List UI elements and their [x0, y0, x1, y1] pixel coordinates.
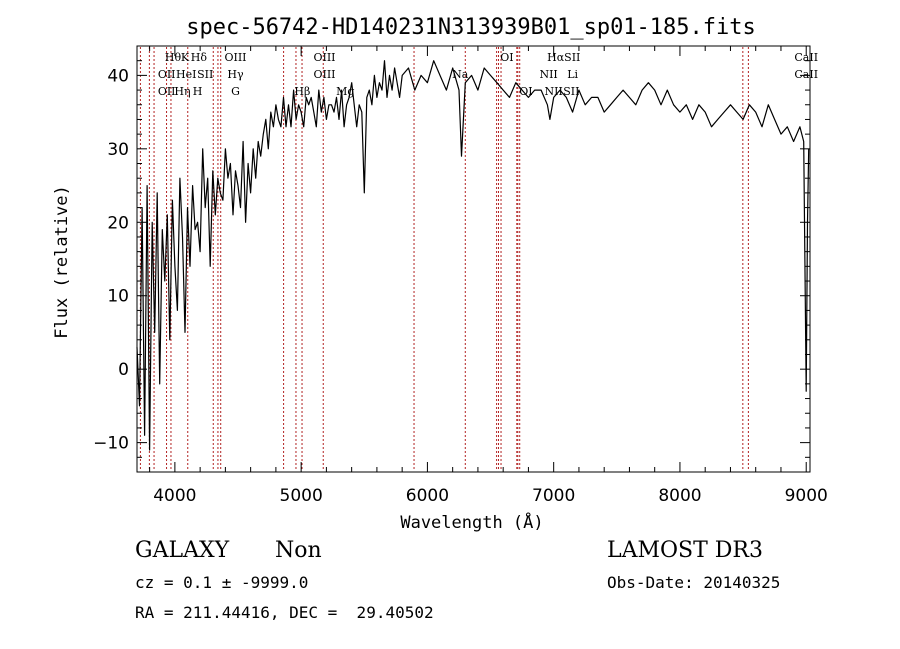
line-label: OIII: [313, 68, 335, 81]
line-label: Li: [567, 68, 578, 81]
line-label: NII: [539, 68, 557, 81]
chart-title: spec-56742-HD140231N313939B01_sp01-185.f…: [186, 15, 756, 40]
coordinates-text: RA = 211.44416, DEC = 29.40502: [135, 603, 434, 622]
x-tick-label: 7000: [532, 486, 575, 506]
spectrum-line: [136, 60, 810, 451]
line-label: NII: [545, 85, 563, 98]
line-label: K: [181, 51, 190, 64]
x-axis-ticks: 4000 5000 6000 7000 8000 9000: [149, 46, 828, 506]
survey-name: LAMOST DR3: [607, 538, 763, 563]
x-tick-label: 9000: [785, 486, 828, 506]
y-axis-ticks: −10 0 10 20 30 40: [93, 45, 810, 458]
line-label: HαSII: [547, 51, 580, 64]
y-tick-label: 30: [107, 140, 129, 160]
line-label: OI: [519, 85, 532, 98]
line-label: OII: [158, 68, 176, 81]
line-label: CaII: [794, 68, 818, 81]
y-tick-label: 20: [107, 213, 129, 233]
line-label: Hδ: [191, 51, 208, 64]
line-label: Hη: [174, 85, 190, 98]
y-tick-label: 0: [118, 360, 129, 380]
line-label: Hβ: [294, 85, 310, 98]
line-label: G: [231, 85, 240, 98]
y-axis-label: Flux (relative): [52, 185, 72, 339]
y-tick-label: −10: [93, 434, 129, 454]
y-tick-label: 40: [107, 66, 129, 86]
line-label: OI: [500, 51, 513, 64]
x-tick-label: 5000: [280, 486, 323, 506]
line-label: Na: [452, 68, 469, 81]
obs-date: Obs-Date: 20140325: [607, 573, 781, 592]
line-label: SII: [563, 85, 579, 98]
line-label: CaII: [794, 51, 818, 64]
plot-frame: [136, 45, 811, 473]
x-tick-label: 8000: [658, 486, 701, 506]
y-tick-label: 10: [107, 287, 129, 307]
x-axis-label: Wavelength (Å): [400, 511, 543, 533]
redshift-text: cz = 0.1 ± -9999.0: [135, 573, 309, 592]
line-label: SII: [197, 68, 213, 81]
line-label: OII: [158, 85, 176, 98]
object-subclass: Non: [275, 538, 322, 563]
x-tick-label: 6000: [406, 486, 449, 506]
line-label: Hγ: [227, 68, 244, 81]
object-class: GALAXY: [135, 538, 230, 563]
line-label: OIII: [313, 51, 335, 64]
line-label: HeI: [176, 68, 196, 81]
line-label: OIII: [224, 51, 246, 64]
x-tick-label: 4000: [153, 486, 196, 506]
line-label: H: [193, 85, 203, 98]
emission-line-markers: [139, 47, 749, 471]
line-label: Hθ: [165, 51, 182, 64]
